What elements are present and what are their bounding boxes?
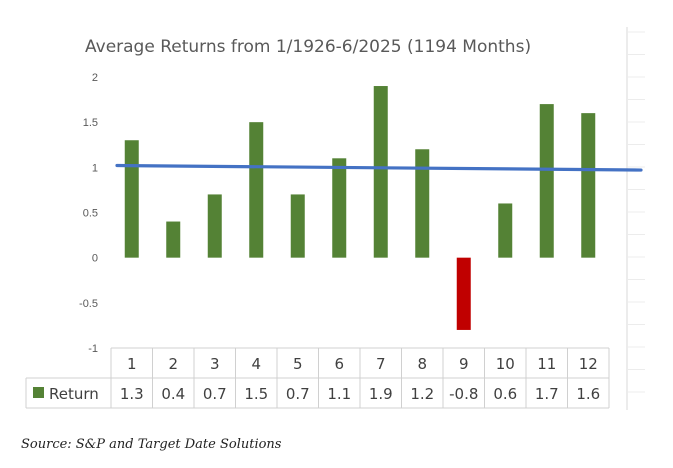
- y-tick-label: -0.5: [79, 298, 98, 310]
- chart-title: Average Returns from 1/1926-6/2025 (1194…: [85, 37, 531, 57]
- data-label: 0.7: [286, 385, 310, 403]
- x-tick-label: 12: [579, 355, 598, 373]
- trendline: [115, 163, 643, 172]
- y-axis: 2 1.5 1 0.5 0 -0.5 -1: [79, 72, 98, 355]
- x-tick-label: 5: [293, 355, 303, 373]
- data-label: 1.7: [535, 385, 559, 403]
- gridlines: [626, 27, 645, 410]
- chart: Average Returns from 1/1926-6/2025 (1194…: [25, 27, 645, 410]
- bar: [456, 257, 471, 330]
- x-tick-label: 3: [210, 355, 220, 373]
- data-label: -0.8: [449, 385, 478, 403]
- bar: [332, 158, 347, 258]
- data-label: 0.6: [493, 385, 517, 403]
- x-tick-label: 8: [417, 355, 427, 373]
- legend-label: Return: [49, 385, 99, 403]
- trend-line: [115, 163, 643, 172]
- bar: [124, 140, 139, 258]
- x-tick-label: 2: [168, 355, 178, 373]
- bar: [290, 194, 305, 258]
- data-label: 0.7: [203, 385, 227, 403]
- y-tick-label: 2: [92, 72, 98, 84]
- bar: [207, 194, 222, 258]
- y-tick-label: 0.5: [83, 208, 98, 220]
- data-label: 1.5: [244, 385, 268, 403]
- data-label: 1.1: [327, 385, 351, 403]
- x-tick-label: 9: [459, 355, 469, 373]
- y-tick-label: 1.5: [83, 117, 98, 129]
- bar: [166, 221, 181, 258]
- bar: [415, 149, 430, 258]
- source-note: Source: S&P and Target Date Solutions: [21, 437, 282, 452]
- x-tick-label: 7: [376, 355, 386, 373]
- y-tick-label: 1: [92, 162, 98, 174]
- bar: [539, 104, 554, 258]
- bar: [373, 86, 388, 258]
- x-tick-label: 11: [537, 355, 556, 373]
- legend-key: [33, 387, 44, 398]
- x-tick-label: 10: [496, 355, 515, 373]
- y-tick-label: 0: [92, 253, 98, 265]
- data-label: 1.9: [369, 385, 393, 403]
- bar: [249, 122, 264, 258]
- data-label: 1.3: [120, 385, 144, 403]
- bar: [498, 203, 513, 258]
- bars: [124, 86, 596, 330]
- data-label: 0.4: [161, 385, 185, 403]
- y-tick-label: -1: [88, 343, 98, 355]
- x-tick-label: 6: [334, 355, 344, 373]
- bar: [581, 113, 596, 258]
- x-tick-label: 4: [251, 355, 261, 373]
- data-label: 1.6: [576, 385, 600, 403]
- data-label: 1.2: [410, 385, 434, 403]
- x-tick-label: 1: [127, 355, 137, 373]
